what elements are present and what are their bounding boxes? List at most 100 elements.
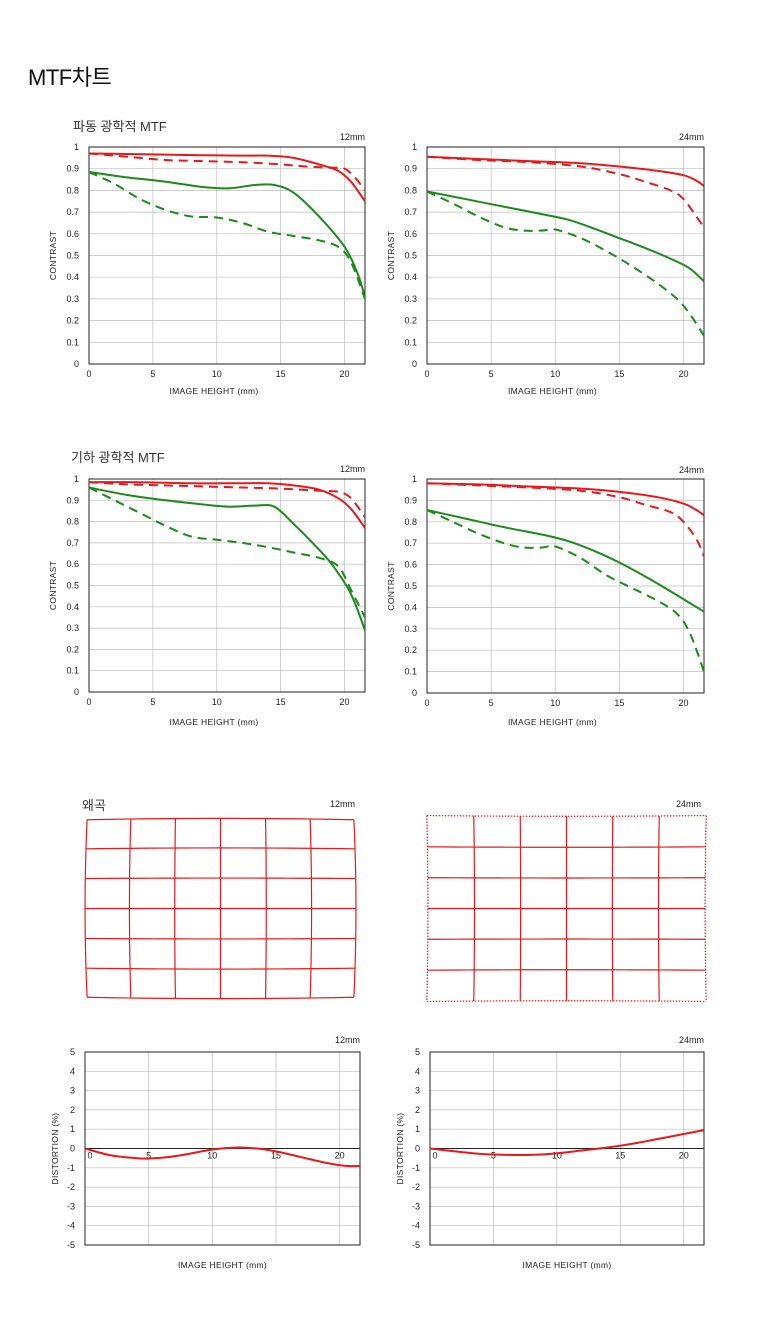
y-tick-label: 3 [70,1086,75,1096]
x-tick-label: 5 [150,369,155,379]
plot-frame [426,146,705,365]
y-tick-label: 0.3 [404,624,417,634]
y-tick-label: 0.8 [404,517,417,527]
series-line-red-solid [426,155,705,187]
distortion-title: 왜곡 [82,798,106,813]
series-line-green-dashed [426,190,705,337]
wave-mtf-title: 파동 광학적 MTF [73,119,167,134]
y-tick-label: 4 [415,1066,420,1076]
y-tick-label: 0.9 [66,495,79,505]
series-line-green-solid [426,190,705,283]
y-axis-label: DISTORTION (%) [395,1113,405,1185]
x-tick-label: 10 [552,1151,562,1161]
series-line-green-dashed [88,171,366,300]
x-axis-label: IMAGE HEIGHT (mm) [523,1260,612,1270]
x-tick-label: 0 [424,369,429,379]
y-tick-label: 2 [70,1105,75,1115]
y-tick-label: 1 [70,1124,75,1134]
chart-title: 12mm [340,464,365,474]
y-tick-label: -5 [67,1240,75,1250]
x-tick-label: 20 [679,1151,689,1161]
y-tick-label: 0.9 [66,164,79,174]
y-tick-label: 0.2 [66,644,79,654]
grid-horizontal-line [426,814,707,817]
y-tick-label: -5 [412,1240,420,1250]
y-tick-label: 0 [70,1144,75,1154]
y-tick-label: 0.1 [404,337,417,347]
y-tick-label: 0.5 [66,581,79,591]
y-tick-label: 0.3 [66,623,79,633]
x-tick-label: 10 [212,697,222,707]
y-tick-label: 0.1 [66,337,79,347]
series-line-red-solid [429,1129,705,1157]
series-line-green-dashed [426,509,705,672]
plot-frame [88,478,366,693]
y-tick-label: 5 [415,1047,420,1057]
plot-frame [426,478,705,694]
y-axis-label: DISTORTION (%) [50,1113,60,1185]
x-tick-label: 0 [86,697,91,707]
grid-horizontal-line [426,1000,707,1003]
y-tick-label: -1 [412,1163,420,1173]
x-tick-label: 0 [87,1151,92,1161]
grid-vertical-line [426,815,429,1002]
y-tick-label: 0 [412,688,417,698]
y-tick-label: -1 [67,1163,75,1173]
y-tick-label: 0.8 [404,185,417,195]
grid-horizontal-line [87,817,354,821]
y-tick-label: 1 [412,142,417,152]
y-tick-label: -4 [67,1221,75,1231]
series-line-red-dashed [88,152,366,192]
grid-horizontal-line [85,967,356,970]
series-line-red-solid [426,482,705,517]
plot-frame [88,146,366,365]
series-line-red-dashed [426,155,705,228]
y-tick-label: 0.7 [66,538,79,548]
y-tick-label: 0.9 [404,164,417,174]
y-tick-label: 0.3 [66,294,79,304]
y-tick-label: 0.5 [404,251,417,261]
chart-title: 12mm [335,1035,360,1045]
y-tick-label: -3 [67,1201,75,1211]
series-line-red-solid [88,481,366,529]
y-tick-label: 0.6 [404,229,417,239]
x-axis-label: IMAGE HEIGHT (mm) [508,386,597,396]
chart-geo-24mm: 00.10.20.30.40.50.60.70.80.910 5 10 15 2024m… [386,465,705,727]
x-axis-label: IMAGE HEIGHT (mm) [170,386,259,396]
y-tick-label: 0.6 [66,229,79,239]
y-tick-label: 1 [415,1124,420,1134]
x-axis-label: IMAGE HEIGHT (mm) [178,1260,267,1270]
series-line-red-dashed [426,482,705,557]
y-tick-label: 5 [70,1047,75,1057]
y-tick-label: 0.7 [404,207,417,217]
y-tick-label: 1 [74,142,79,152]
y-tick-label: 0.6 [404,560,417,570]
x-tick-label: 15 [614,698,624,708]
series-line-red-dashed [88,481,366,518]
chart-title: 24mm [679,132,704,142]
y-tick-label: 0.1 [66,666,79,676]
x-tick-label: 0 [432,1151,437,1161]
x-tick-label: 10 [550,698,560,708]
x-axis-label: IMAGE HEIGHT (mm) [170,717,259,727]
page-title: MTF차트 [28,65,112,90]
y-tick-label: 0.5 [404,581,417,591]
y-tick-label: 3 [415,1086,420,1096]
series-line-green-solid [426,509,705,613]
x-tick-label: 20 [340,697,350,707]
chart-wave-12mm: 00.10.20.30.40.50.60.70.80.910 5 10 15 2012m… [48,132,366,396]
grid-title: 24mm [676,799,701,809]
x-tick-label: 20 [335,1151,345,1161]
x-tick-label: 20 [340,369,350,379]
x-tick-label: 15 [614,369,624,379]
y-tick-label: 1 [74,474,79,484]
chart-title: 24mm [679,465,704,475]
y-tick-label: 2 [415,1105,420,1115]
y-tick-label: -4 [412,1221,420,1231]
y-tick-label: 0.2 [66,316,79,326]
y-tick-label: 0.4 [404,272,417,282]
y-axis-label: CONTRAST [48,561,58,610]
x-axis-label: IMAGE HEIGHT (mm) [508,717,597,727]
